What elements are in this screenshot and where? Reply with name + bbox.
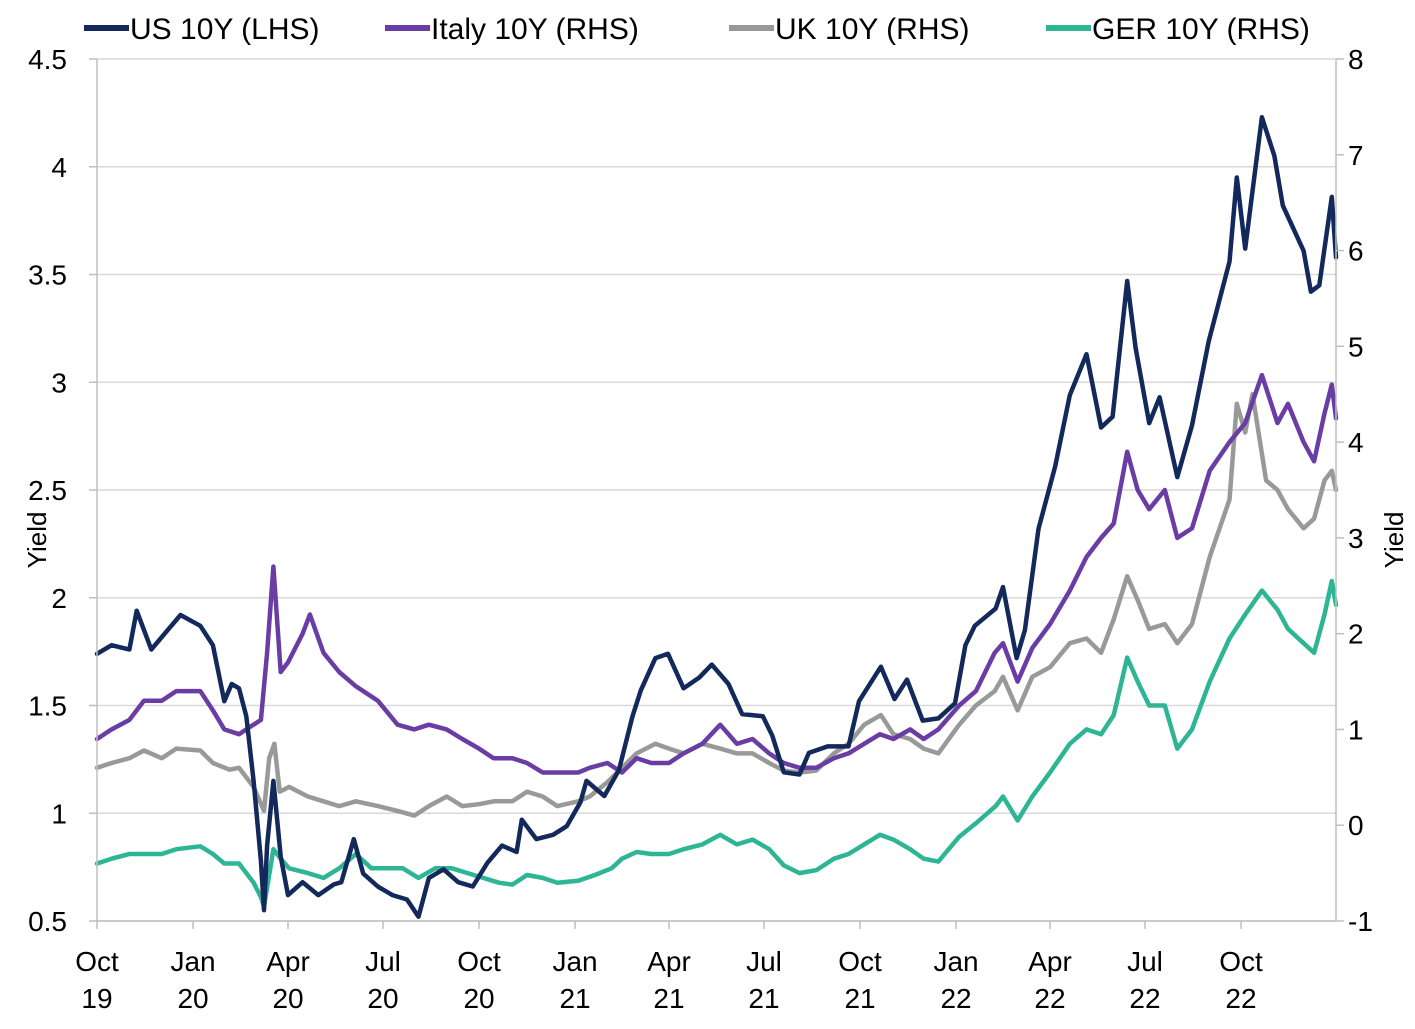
left-tick-label: 0.5 [28, 906, 67, 937]
legend-label: Italy 10Y (RHS) [431, 13, 639, 46]
right-axis-ticks: -1 0 1 2 3 4 5 6 7 8 [1336, 44, 1373, 937]
legend-label: GER 10Y (RHS) [1092, 13, 1310, 46]
legend: US 10Y (LHS) Italy 10Y (RHS) UK 10Y (RHS) G… [84, 13, 1310, 46]
x-tick-label-month: Oct [75, 946, 119, 977]
left-tick-label: 4 [51, 152, 67, 183]
x-tick-label-month: Jan [552, 946, 597, 977]
right-tick-label: 3 [1348, 523, 1364, 554]
x-tick-label-month: Apr [647, 946, 691, 977]
left-axis-ticks: 0.5 1 1.5 2 2.5 3 3.5 4 4.5 [28, 44, 97, 937]
right-tick-label: 5 [1348, 331, 1364, 362]
right-tick-label: -1 [1348, 906, 1373, 937]
series-line-italy [94, 372, 1339, 775]
x-axis-ticks: Oct 19 Jan 20 Apr 20 Jul 20 Oct 20 Jan 21 Apr 21 Jul 21… [75, 921, 1263, 1014]
x-tick-label-year: 22 [940, 983, 971, 1014]
x-tick-label-month: Apr [1028, 946, 1072, 977]
gridlines [97, 58, 1336, 922]
left-tick-label: 1.5 [28, 691, 67, 722]
legend-label: US 10Y (LHS) [130, 13, 320, 46]
legend-label: UK 10Y (RHS) [775, 13, 970, 46]
x-tick-label-year: 21 [844, 983, 875, 1014]
right-tick-label: 2 [1348, 619, 1364, 650]
left-tick-label: 3.5 [28, 260, 67, 291]
x-tick-label-month: Jan [170, 946, 215, 977]
x-tick-label-year: 20 [367, 983, 398, 1014]
right-tick-label: 1 [1348, 714, 1364, 745]
left-axis-title: Yield [22, 512, 52, 569]
x-tick-label-month: Oct [457, 946, 501, 977]
x-tick-label-month: Oct [1219, 946, 1263, 977]
left-tick-label: 2 [51, 583, 67, 614]
left-tick-label: 3 [51, 367, 67, 398]
x-tick-label-month: Jul [746, 946, 782, 977]
x-tick-label-year: 20 [463, 983, 494, 1014]
x-tick-label-year: 22 [1129, 983, 1160, 1014]
x-tick-label-year: 21 [748, 983, 779, 1014]
x-tick-label-month: Oct [838, 946, 882, 977]
x-tick-label-year: 20 [177, 983, 208, 1014]
x-tick-label-month: Jul [365, 946, 401, 977]
left-tick-label: 1 [51, 798, 67, 829]
x-tick-label-month: Apr [266, 946, 310, 977]
x-tick-label-year: 20 [272, 983, 303, 1014]
right-tick-label: 7 [1348, 140, 1364, 171]
series-line-us [94, 114, 1339, 919]
x-tick-label-month: Jan [933, 946, 978, 977]
x-tick-label-year: 22 [1225, 983, 1256, 1014]
right-axis-title: Yield [1379, 512, 1409, 569]
x-tick-label-month: Jul [1127, 946, 1163, 977]
x-tick-label-year: 19 [81, 983, 112, 1014]
right-tick-label: 6 [1348, 236, 1364, 267]
left-tick-label: 4.5 [28, 44, 67, 75]
x-tick-label-year: 22 [1034, 983, 1065, 1014]
right-tick-label: 8 [1348, 44, 1364, 75]
x-tick-label-year: 21 [653, 983, 684, 1014]
x-tick-label-year: 21 [559, 983, 590, 1014]
left-tick-label: 2.5 [28, 475, 67, 506]
series-line-uk [94, 391, 1339, 818]
series-layer [94, 114, 1339, 919]
right-tick-label: 0 [1348, 810, 1364, 841]
right-tick-label: 4 [1348, 427, 1364, 458]
